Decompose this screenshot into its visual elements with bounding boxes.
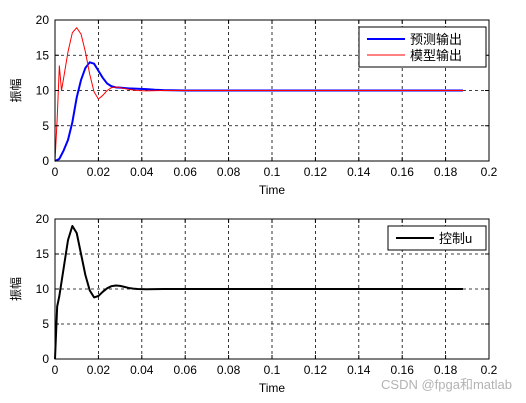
x-tick-label-2-5: 0.1 — [264, 363, 281, 377]
series-line-1-1 — [54, 27, 463, 162]
x-tick-label-1-7: 0.14 — [347, 165, 371, 179]
x-tick-label-2-9: 0.18 — [434, 363, 458, 377]
y-tick-label-2-2: 10 — [36, 282, 50, 296]
x-tick-label-2-8: 0.16 — [391, 363, 415, 377]
legend-box-1 — [358, 26, 487, 68]
chart-1: 0 0.02 0.04 0.06 0.08 0.1 0.12 0.14 0.16 0.18 0.2 0… — [8, 13, 498, 197]
x-tick-label-2-4: 0.08 — [217, 363, 241, 377]
x-tick-label-2-2: 0.04 — [130, 363, 154, 377]
series-group-1 — [54, 27, 463, 162]
ticks-2: 0 0.02 0.04 0.06 0.08 0.1 0.12 0.14 0.16 0.18 0.2 0… — [36, 212, 498, 377]
x-tick-label-1-5: 0.1 — [264, 165, 281, 179]
x-tick-label-1-1: 0.02 — [87, 165, 111, 179]
x-tick-label-1-0: 0 — [52, 165, 59, 179]
legend-label-1-1: 模型输出 — [410, 48, 462, 63]
y-tick-label-2-1: 5 — [42, 317, 49, 331]
x-tick-label-1-8: 0.16 — [391, 165, 415, 179]
y-tick-label-2-4: 20 — [36, 212, 50, 226]
y-axis-label-2: 振幅 — [8, 277, 23, 301]
x-tick-label-1-4: 0.08 — [217, 165, 241, 179]
x-tick-label-2-0: 0 — [52, 363, 59, 377]
legend-1: 预测输出 模型输出 — [358, 26, 487, 68]
y-tick-label-1-0: 0 — [42, 154, 49, 168]
x-tick-label-2-6: 0.12 — [304, 363, 328, 377]
x-tick-label-1-10: 0.2 — [481, 165, 498, 179]
x-axis-label-2: Time — [259, 381, 286, 395]
x-tick-label-1-3: 0.06 — [174, 165, 198, 179]
ticks-1: 0 0.02 0.04 0.06 0.08 0.1 0.12 0.14 0.16 0.18 0.2 0… — [36, 13, 498, 179]
y-tick-label-1-4: 20 — [36, 13, 50, 27]
series-line-2-0 — [54, 225, 463, 360]
x-tick-label-2-7: 0.14 — [347, 363, 371, 377]
y-tick-label-1-2: 10 — [36, 84, 50, 98]
legend-label-1-0: 预测输出 — [410, 32, 462, 47]
x-axis-label-1: Time — [259, 183, 286, 197]
series-group-2 — [54, 225, 463, 360]
y-tick-label-2-0: 0 — [42, 352, 49, 366]
y-tick-label-1-3: 15 — [36, 48, 50, 62]
x-tick-label-1-6: 0.12 — [304, 165, 328, 179]
y-tick-label-1-1: 5 — [42, 119, 49, 133]
x-tick-label-1-9: 0.18 — [434, 165, 458, 179]
x-tick-label-2-1: 0.02 — [87, 363, 111, 377]
x-tick-label-2-10: 0.2 — [481, 363, 498, 377]
x-tick-label-2-3: 0.06 — [174, 363, 198, 377]
y-tick-label-2-3: 15 — [36, 247, 50, 261]
y-axis-label-1: 振幅 — [8, 78, 23, 102]
x-tick-label-1-2: 0.04 — [130, 165, 154, 179]
watermark: CSDN @fpga和matlab — [381, 377, 512, 392]
legend-2: 控制u — [387, 225, 487, 251]
chart-2: 0 0.02 0.04 0.06 0.08 0.1 0.12 0.14 0.16 0.18 0.2 0… — [8, 212, 498, 395]
legend-label-2-0: 控制u — [439, 231, 472, 246]
